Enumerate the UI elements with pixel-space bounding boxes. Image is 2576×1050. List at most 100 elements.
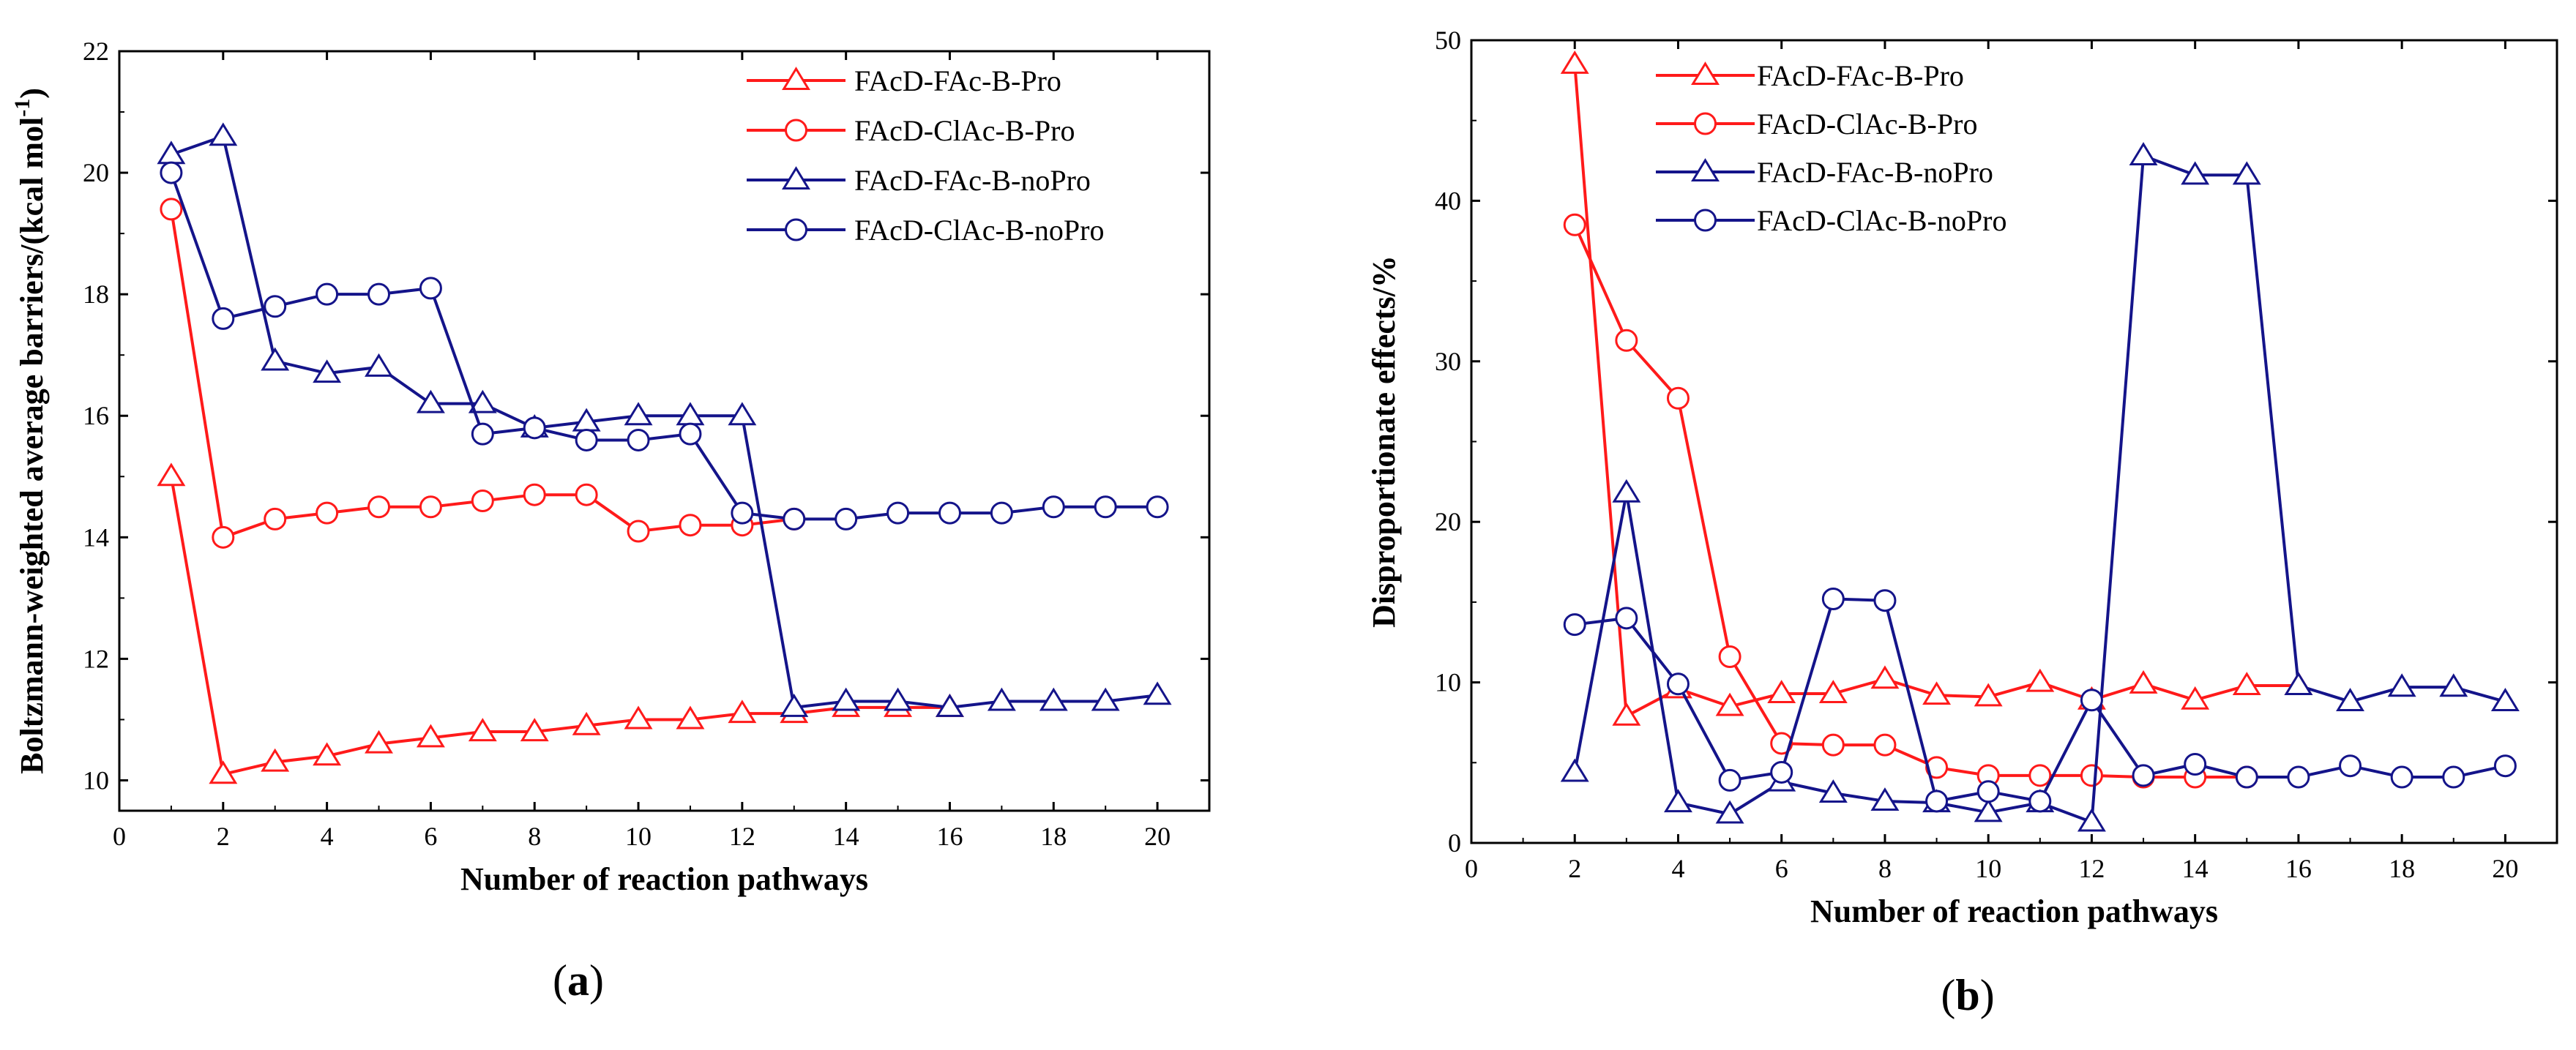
data-point-facd-fac-b-nopro [1560,758,1589,782]
panel-label: (b) [1941,971,1994,1019]
data-point-facd-fac-b-nopro [2077,808,2106,832]
x-tick-label: 10 [625,822,652,851]
data-point-facd-clac-b-nopro [1873,589,1897,612]
data-point-facd-clac-b-pro [1821,733,1845,757]
x-tick-label: 12 [729,822,755,851]
data-point-facd-clac-b-nopro [367,282,391,306]
data-point-facd-fac-b-pro [209,760,238,784]
data-point-facd-fac-b-pro [1767,680,1796,703]
legend-marker [1694,209,1717,232]
data-point-facd-fac-b-pro [2129,670,2158,694]
data-point-facd-fac-b-pro [1715,692,1744,716]
data-point-facd-fac-b-nopro [936,693,964,717]
y-tick-label: 30 [1435,347,1461,376]
data-point-facd-fac-b-nopro [2336,688,2364,711]
data-point-facd-clac-b-nopro [1718,768,1741,792]
data-point-facd-fac-b-nopro [261,347,290,371]
data-point-facd-fac-b-nopro [2284,672,2313,696]
data-point-facd-clac-b-nopro [316,282,339,306]
legend-label: FAcD-ClAc-B-noPro [854,214,1104,247]
x-tick-label: 16 [2285,854,2312,883]
data-point-facd-fac-b-nopro [1974,798,2003,822]
data-point-facd-clac-b-nopro [835,507,858,530]
panel-label-letter: a [567,956,589,1005]
data-point-facd-clac-b-nopro [1976,780,2000,803]
data-point-facd-clac-b-pro [1563,213,1586,236]
data-point-facd-fac-b-pro [1818,680,1848,703]
data-point-facd-fac-b-nopro [2387,673,2416,697]
y-axis-label: Boltzmann-weighted average barriers/(kca… [10,88,50,774]
y-tick-label: 20 [83,158,109,187]
legend-label: FAcD-FAc-B-Pro [854,64,1061,97]
data-point-facd-fac-b-pro [572,711,601,735]
data-point-facd-fac-b-pro [520,718,549,742]
data-point-facd-fac-b-pro [1612,702,1641,726]
x-tick-label: 4 [1671,854,1684,883]
data-point-facd-clac-b-pro [2080,764,2103,787]
data-point-facd-clac-b-pro [1925,756,1949,779]
y-tick-label: 22 [83,37,109,66]
x-tick-label: 6 [1775,854,1788,883]
data-point-facd-clac-b-nopro [783,507,806,530]
data-point-facd-fac-b-pro [261,748,290,772]
data-point-facd-fac-b-pro [157,462,186,487]
data-point-facd-fac-b-pro [468,718,497,742]
data-point-facd-clac-b-pro [1770,732,1793,755]
data-point-facd-clac-b-nopro [2080,689,2103,712]
legend: FAcD-FAc-B-Pro FAcD-ClAc-B-Pro FAcD-FAc-B-… [747,64,1104,247]
data-point-facd-clac-b-nopro [1821,588,1845,611]
data-point-facd-clac-b-pro [316,501,339,525]
data-point-facd-clac-b-pro [471,489,494,512]
data-point-facd-clac-b-pro [523,483,546,506]
legend-label: FAcD-FAc-B-noPro [854,164,1091,197]
data-point-facd-fac-b-nopro [624,402,653,426]
series-line-facd-fac-b-nopro [1573,154,2506,824]
x-tick-label: 8 [528,822,541,851]
legend-label: FAcD-ClAc-B-Pro [1757,108,1977,140]
chart-panel-a: 0 2 4 6 8 10 12 14 16 18 20 10 12 14 16 18 20 22 Number of… [10,37,1211,1005]
data-point-facd-clac-b-nopro [471,422,494,446]
panel-label-letter: b [1955,971,1979,1019]
series-line-facd-clac-b-pro [169,209,794,539]
data-point-facd-clac-b-nopro [2339,754,2362,778]
y-tick-label: 40 [1435,186,1461,215]
legend-marker [1694,112,1717,135]
data-point-facd-clac-b-pro [1666,386,1690,410]
x-tick-label: 18 [1040,822,1067,851]
legend-marker [1691,61,1720,86]
data-point-facd-clac-b-nopro [2235,765,2258,789]
data-point-facd-clac-b-pro [1718,645,1741,668]
data-point-facd-clac-b-nopro [2442,765,2465,789]
data-point-facd-fac-b-nopro [365,353,393,377]
data-point-facd-fac-b-pro [728,700,757,724]
data-point-facd-fac-b-nopro [313,359,342,383]
x-tick-label: 0 [113,822,126,851]
data-point-facd-clac-b-nopro [2390,765,2413,789]
data-point-facd-clac-b-nopro [212,307,235,330]
y-tick-label: 20 [1435,507,1461,536]
x-tick-label: 18 [2389,854,2415,883]
data-point-facd-fac-b-pro [624,705,653,730]
x-tick-label: 8 [1878,854,1892,883]
data-point-facd-clac-b-nopro [1094,495,1117,519]
data-point-facd-fac-b-nopro [1664,789,1692,813]
data-point-facd-clac-b-nopro [1146,495,1169,519]
data-point-facd-clac-b-nopro [1666,672,1690,696]
data-point-facd-clac-b-nopro [886,501,910,525]
data-point-facd-clac-b-nopro [2028,790,2052,813]
chart-panel-b: 0 2 4 6 8 10 12 14 16 18 20 0 10 20 30 40 50 Number of re… [1366,26,2558,1019]
x-axis-label: Number of reaction pathways [1810,893,2218,929]
x-tick-label: 20 [1144,822,1171,851]
data-point-facd-fac-b-nopro [468,389,497,413]
y-axis-label-superscript: -1 [10,99,34,117]
y-tick-label: 50 [1435,26,1461,55]
data-point-facd-fac-b-pro [313,742,342,766]
y-axis-label: Disproportionate effects/% [1366,255,1402,628]
data-point-facd-clac-b-nopro [160,161,183,184]
y-tick-label: 0 [1448,828,1461,858]
data-point-facd-clac-b-nopro [2287,765,2310,789]
data-point-facd-fac-b-pro [2181,686,2210,710]
x-tick-label: 2 [217,822,230,851]
legend-label: FAcD-ClAc-B-Pro [854,114,1075,147]
